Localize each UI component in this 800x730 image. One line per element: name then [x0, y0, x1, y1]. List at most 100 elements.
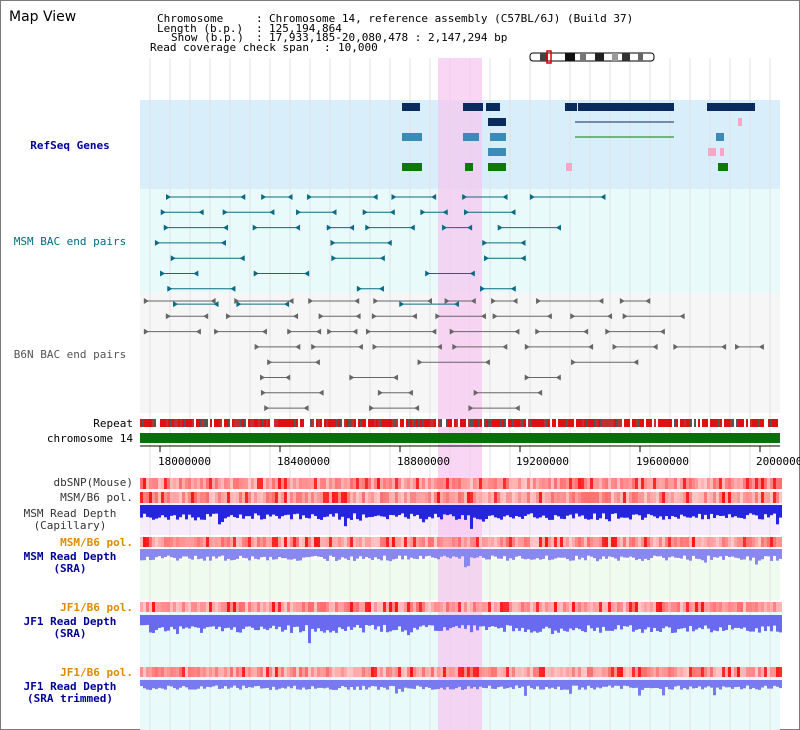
heat-mark [587, 478, 590, 489]
depth-bar [389, 505, 392, 515]
heat-mark [659, 478, 662, 489]
depth-bar [620, 549, 623, 557]
bac-end [399, 301, 405, 308]
heat-mark [662, 492, 665, 503]
heat-mark [482, 537, 485, 547]
heat-mark [245, 537, 248, 547]
depth-bar [443, 680, 446, 690]
depth-bar [467, 505, 470, 516]
bac-end [491, 298, 497, 304]
heat-mark [761, 478, 764, 489]
heat-mark [461, 537, 464, 547]
depth-bar [380, 615, 383, 632]
heat-mark [371, 537, 374, 547]
heat-mark [443, 492, 446, 503]
depth-bar [191, 615, 194, 627]
depth-bar [317, 505, 320, 520]
heat-mark [770, 537, 773, 547]
heat-mark [767, 667, 770, 677]
repeat-mark [320, 419, 322, 427]
depth-bar [440, 615, 443, 631]
heat-mark [704, 667, 707, 677]
depth-bar [488, 680, 491, 686]
heat-mark [686, 478, 689, 489]
heat-mark [560, 478, 563, 489]
repeat-mark [758, 419, 760, 427]
bac-end [143, 298, 149, 304]
depth-bar [293, 505, 296, 515]
heat-mark [188, 492, 191, 503]
depth-bar [203, 505, 206, 520]
heat-mark [263, 667, 266, 677]
heat-mark [206, 492, 209, 503]
heat-mark [719, 478, 722, 489]
depth-bar [266, 680, 269, 688]
heat-mark [710, 478, 713, 489]
heat-mark [773, 602, 776, 612]
depth-bar [383, 505, 386, 517]
track-label-refseq[interactable]: RefSeq Genes [30, 139, 110, 152]
bac-end [468, 405, 474, 412]
depth-bar [299, 680, 302, 690]
heat-mark [524, 492, 527, 503]
depth-bar [773, 615, 776, 626]
heat-mark [656, 478, 659, 489]
repeat-mark [396, 419, 398, 427]
depth-bar [407, 615, 410, 636]
repeat-mark [304, 419, 306, 427]
heat-mark [506, 602, 509, 612]
repeat-mark [590, 419, 592, 427]
repeat-mark [448, 419, 450, 427]
track-label-msm-bac[interactable]: MSM BAC end pairs [13, 235, 127, 248]
track-label-jf1-depth-sra: JF1 Read Depth (SRA) [3, 616, 137, 640]
depth-bar [503, 615, 506, 632]
heat-mark [155, 478, 158, 489]
depth-bar [554, 505, 557, 516]
depth-bar [245, 680, 248, 689]
heat-mark [635, 492, 638, 503]
repeat-mark [778, 419, 780, 427]
heat-mark [266, 492, 269, 503]
depth-bar [323, 615, 326, 633]
track-label-b6n-bac[interactable]: B6N BAC end pairs [13, 348, 127, 361]
depth-bar [371, 680, 374, 686]
heat-mark [197, 492, 200, 503]
heat-mark [755, 602, 758, 612]
heat-mark [278, 602, 281, 612]
depth-bar [686, 680, 689, 690]
depth-bar [287, 680, 290, 687]
heat-mark [176, 537, 179, 547]
depth-bar [611, 680, 614, 688]
heat-mark [167, 537, 170, 547]
heat-mark [497, 667, 500, 677]
depth-bar [197, 505, 200, 518]
heat-mark [695, 602, 698, 612]
heat-mark [296, 602, 299, 612]
heat-mark [461, 492, 464, 503]
depth-bar [371, 615, 374, 625]
depth-bar [680, 549, 683, 559]
heat-mark [599, 478, 602, 489]
depth-bar [728, 505, 731, 515]
depth-bar [284, 615, 287, 630]
depth-bar [638, 680, 641, 696]
heat-mark [191, 492, 194, 503]
heat-mark [527, 667, 530, 677]
depth-bar [233, 615, 236, 628]
heat-mark [545, 537, 548, 547]
heat-mark [482, 478, 485, 489]
depth-bar [368, 680, 371, 688]
heat-mark [551, 492, 554, 503]
heat-mark [569, 602, 572, 612]
repeat-mark [256, 419, 258, 427]
bac-end [269, 209, 275, 216]
heat-mark [203, 478, 206, 489]
heat-mark [236, 492, 239, 503]
heat-mark [689, 492, 692, 503]
heat-mark [422, 537, 425, 547]
heat-mark [176, 602, 179, 612]
depth-bar [395, 615, 398, 630]
depth-bar [767, 505, 770, 518]
bac-end [327, 328, 333, 335]
